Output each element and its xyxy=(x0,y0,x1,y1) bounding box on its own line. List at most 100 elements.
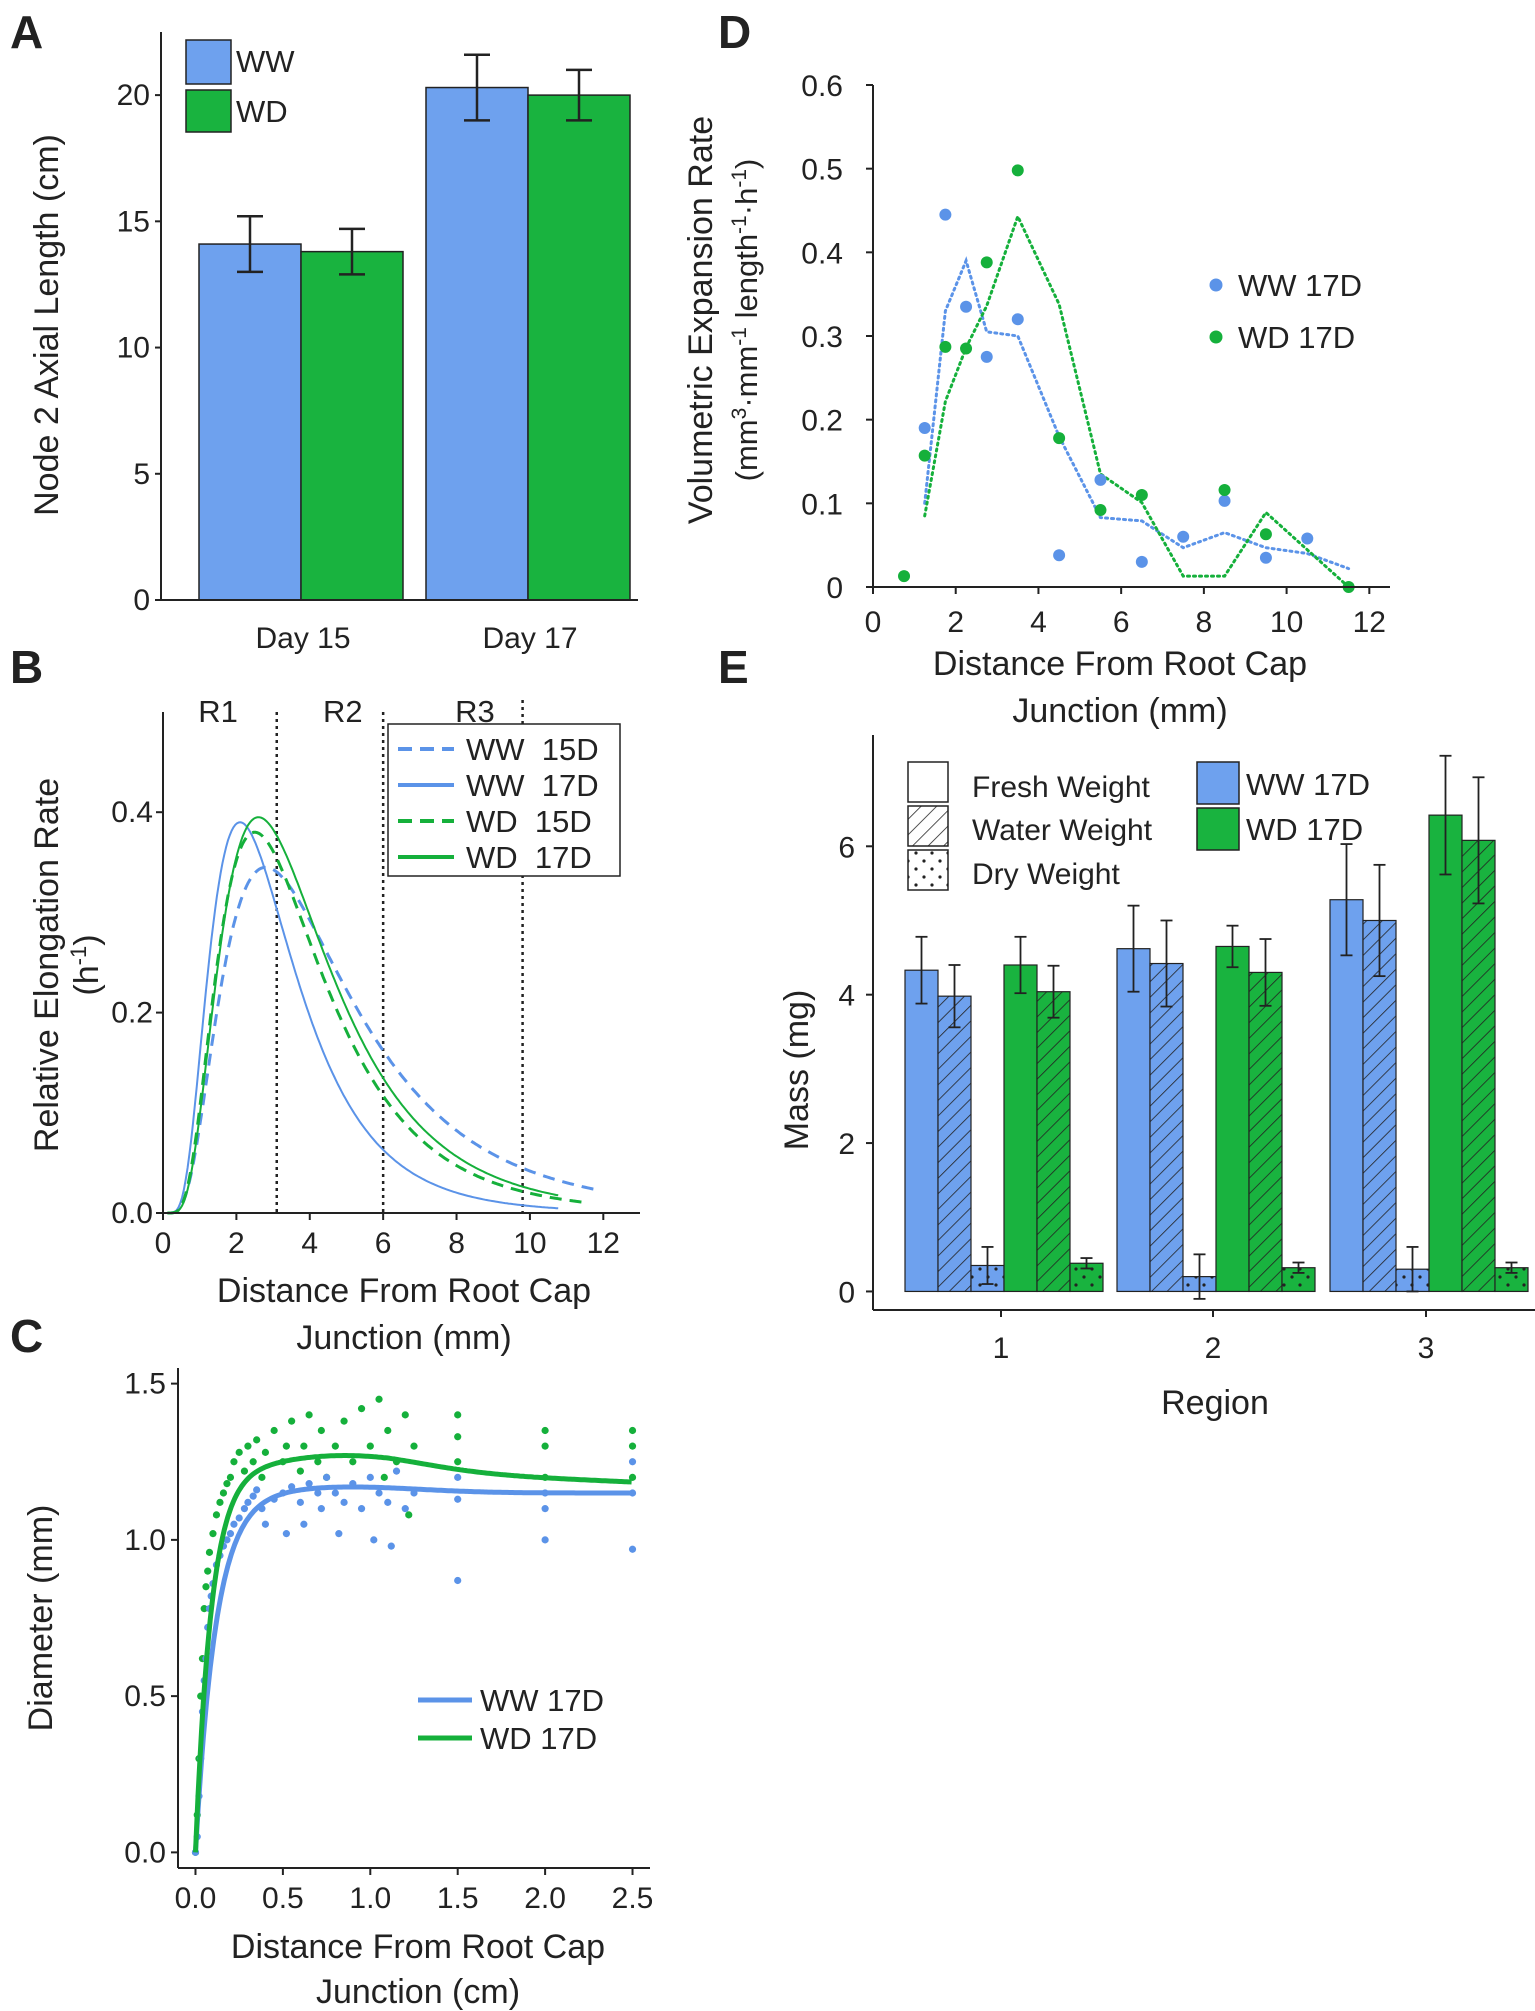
panel-a-errorbar-wd-1 xyxy=(339,227,365,276)
panel-a-chart: 0 5 10 15 20 Day 15 Day 17 Node 2 Axial Leng… xyxy=(28,32,638,655)
panel-e-ytick-label: 6 xyxy=(838,831,855,864)
panel-e-bar-hatch-ww-17d-water-weight-r1 xyxy=(938,996,971,1292)
panel-d-xtick-label: 4 xyxy=(1030,606,1047,639)
panel-e-xtick-label-3: 3 xyxy=(1418,1332,1435,1365)
panel-a-legend-wd-swatch xyxy=(185,89,232,133)
panel-d-xtick-label: 10 xyxy=(1270,606,1303,639)
panel-c-ytick-label: 1.0 xyxy=(124,1524,166,1557)
panel-a-ylabel: Node 2 Axial Length (cm) xyxy=(28,134,66,516)
panel-c-point-ww xyxy=(296,1498,304,1506)
panel-d-ytick-label: 0 xyxy=(826,572,843,605)
panel-c-point-ww xyxy=(340,1498,348,1506)
panel-d-point-wd xyxy=(1218,483,1231,496)
panel-c-point-wd xyxy=(209,1530,217,1538)
panel-c-point-wd xyxy=(200,1605,208,1613)
panel-c-point-wd xyxy=(305,1411,313,1419)
panel-e-errorbar-wd-17d-dry-weight-r2 xyxy=(1292,1261,1305,1274)
panel-c-point-ww xyxy=(370,1536,378,1544)
panel-e-errorbar-wd-17d-fresh-weight-r1 xyxy=(1014,935,1027,995)
panel-c-point-wd xyxy=(454,1411,462,1419)
panel-c-legend-wd: WD 17D xyxy=(480,1721,597,1756)
panel-c-fit-ww xyxy=(193,1484,632,1853)
panel-c-point-wd xyxy=(541,1442,549,1450)
panel-c-point-ww xyxy=(261,1520,270,1528)
panel-a-errorbar-wd-2 xyxy=(566,68,592,122)
panel-b-curve-wd-17d xyxy=(167,816,559,1214)
panel-c-point-ww xyxy=(541,1505,549,1513)
panel-c-point-ww xyxy=(240,1505,249,1513)
panel-c-point-wd xyxy=(405,1511,413,1519)
panel-d-point-wd xyxy=(939,340,952,353)
panel-c-point-wd xyxy=(230,1458,238,1466)
panel-c-point-wd xyxy=(296,1467,304,1475)
panel-c-point-ww xyxy=(628,1545,637,1553)
panel-e-errorbar-ww-17d-water-weight-r3 xyxy=(1373,863,1386,978)
panel-c-point-wd xyxy=(349,1458,357,1466)
panel-a-legend-ww-swatch xyxy=(185,39,232,85)
panel-e-legend-ww-swatch xyxy=(1196,761,1240,805)
panel-d-point-ww xyxy=(1218,494,1231,507)
panel-c-xtick-label: 1.0 xyxy=(349,1882,391,1915)
panel-c-point-wd xyxy=(258,1473,266,1481)
panel-d-trend-ww xyxy=(923,256,1351,571)
panel-c-point-wd xyxy=(375,1395,383,1403)
panel-c-point-wd xyxy=(253,1436,261,1444)
panel-c-point-ww xyxy=(454,1576,462,1585)
panel-c-point-ww xyxy=(288,1483,296,1491)
panel-e-xtick-label-2: 2 xyxy=(1205,1332,1222,1365)
panel-a-errorbar-ww-2 xyxy=(464,53,490,122)
panel-b-xtick-label: 0 xyxy=(155,1227,172,1260)
panel-e-bar-hatch-wd-17d-water-weight-r1 xyxy=(1037,991,1070,1292)
panel-e-errorbar-wd-17d-fresh-weight-r2 xyxy=(1226,924,1239,969)
panel-d-point-ww xyxy=(1301,532,1314,545)
panel-c-xlabel-line2: Junction (cm) xyxy=(316,1973,520,2011)
panel-c-point-wd xyxy=(226,1473,235,1481)
panel-e-bar-hatch-ww-17d-water-weight-r2 xyxy=(1150,963,1183,1292)
panel-b-xtick-label: 12 xyxy=(587,1227,620,1260)
panel-a-bar-wd-1 xyxy=(300,250,404,601)
panel-c-point-wd xyxy=(384,1426,392,1435)
panel-c-point-wd xyxy=(249,1458,257,1466)
panel-c-xtick-label: 2.0 xyxy=(524,1882,566,1915)
panel-a-bar-ww-1 xyxy=(198,243,302,601)
panel-d-chart: 0 2 4 6 8 10 12 0 0.1 0.2 0.3 0.4 0.5 0.6 Distance Fr… xyxy=(682,70,1390,730)
panel-e-legend-wd-swatch xyxy=(1196,807,1240,851)
panel-c-point-ww xyxy=(282,1530,290,1538)
panel-c-point-ww xyxy=(249,1492,257,1500)
panel-b-xlabel-line1: Distance From Root Cap xyxy=(217,1272,591,1310)
panel-e-errorbar-ww-17d-fresh-weight-r3 xyxy=(1340,843,1353,957)
panel-b-chart: R1 R2 R3 0 2 4 6 8 10 12 0.0 0.2 0.4 Distance From … xyxy=(28,694,640,1357)
panel-e-legend-dry: Dry Weight xyxy=(972,858,1120,891)
panel-c-point-wd xyxy=(454,1433,462,1441)
panel-e-legend-water-swatch xyxy=(907,805,949,847)
panel-b-legend-label-2: WW 17D xyxy=(466,768,599,803)
panel-c-point-ww xyxy=(335,1530,343,1538)
panel-d-point-ww xyxy=(939,208,952,221)
panel-c-point-ww xyxy=(322,1473,331,1481)
panel-c-point-ww xyxy=(331,1489,339,1497)
panel-d-point-ww xyxy=(1094,473,1107,486)
panel-c-point-ww xyxy=(366,1473,374,1481)
panel-c-point-wd xyxy=(240,1467,249,1475)
panel-b-region-label-r1: R1 xyxy=(198,694,238,729)
panel-d-point-ww xyxy=(1177,530,1190,543)
panel-e-legend-dry-swatch xyxy=(907,849,949,891)
panel-d-xtick-label: 6 xyxy=(1113,606,1130,639)
panel-c-point-wd xyxy=(288,1417,296,1425)
panel-c-point-wd xyxy=(219,1489,228,1497)
panel-b-xtick-label: 10 xyxy=(513,1227,546,1260)
panel-c-xlabel-line1: Distance From Root Cap xyxy=(231,1928,605,1966)
panel-e-bar-dots-wd-17d-dry-weight-r2 xyxy=(1282,1267,1315,1292)
panel-e-bar-wd-17d-fresh-weight-r1 xyxy=(1003,964,1038,1293)
panel-a-ytick-label: 10 xyxy=(117,332,150,365)
panel-c-point-wd xyxy=(331,1442,339,1450)
panel-c-point-ww xyxy=(357,1505,366,1513)
panel-b-curve-ww-17d xyxy=(167,821,559,1214)
panel-b-xtick-label: 8 xyxy=(448,1227,465,1260)
panel-e-bar-hatch-ww-17d-water-weight-r3 xyxy=(1363,920,1396,1292)
panel-b-xtick-label: 6 xyxy=(375,1227,392,1260)
panel-c-point-ww xyxy=(314,1489,322,1497)
panel-d-ytick-label: 0.6 xyxy=(801,70,843,103)
panel-e-legend-fresh: Fresh Weight xyxy=(972,771,1151,804)
